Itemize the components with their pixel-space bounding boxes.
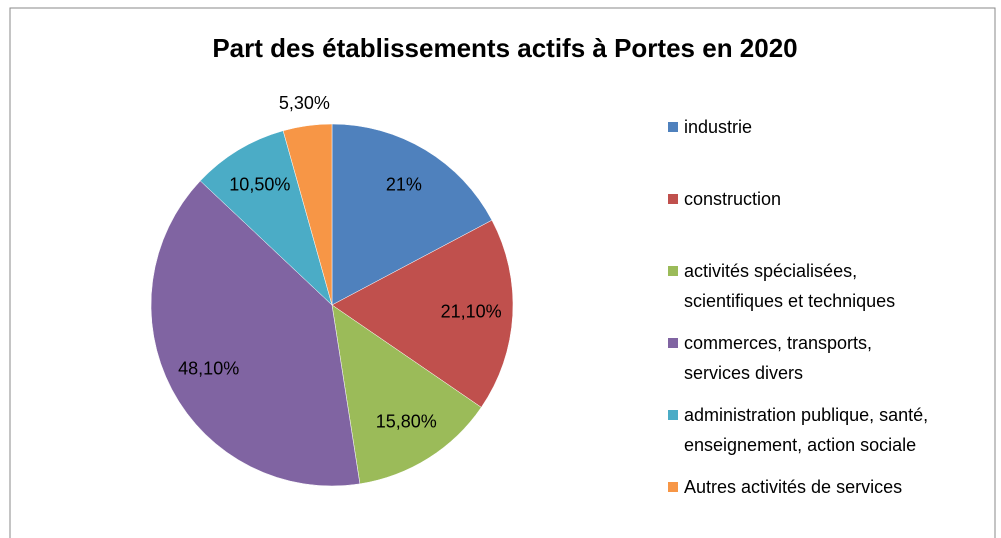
legend-swatch [668,194,678,204]
data-label: 5,30% [279,93,330,113]
legend-swatch [668,338,678,348]
legend-item: Autres activités de services [668,472,902,502]
pie-slice [199,130,333,306]
data-label: 15,80% [376,412,437,432]
chart-border [9,7,996,538]
data-label: 21% [386,174,422,194]
legend-item: construction [668,184,781,214]
legend-swatch [668,482,678,492]
legend-swatch [668,266,678,276]
legend-swatch [668,122,678,132]
pie-slice [150,180,361,487]
pie-slice [331,304,482,485]
legend-swatch [668,410,678,420]
pie-slice [331,219,514,408]
data-label: 48,10% [178,359,239,379]
legend-label: administration publique, santé, enseigne… [684,405,929,455]
legend-item: industrie [668,112,752,142]
legend-label: construction [684,189,782,209]
legend-item: commerces, transports, services divers [668,328,872,388]
legend-label: commerces, transports, services divers [684,333,873,383]
data-label: 21,10% [441,302,502,322]
chart-title: Part des établissements actifs à Portes … [212,33,797,63]
legend-item: administration publique, santé, enseigne… [668,400,928,460]
data-label: 10,50% [229,175,290,195]
pie-slice [282,123,333,306]
legend-item: activités spécialisées, scientifiques et… [668,256,895,316]
legend-label: activités spécialisées, scientifiques et… [684,261,896,311]
pie-slice [331,123,493,306]
legend-label: industrie [684,117,753,137]
legend-label: Autres activités de services [684,477,903,497]
